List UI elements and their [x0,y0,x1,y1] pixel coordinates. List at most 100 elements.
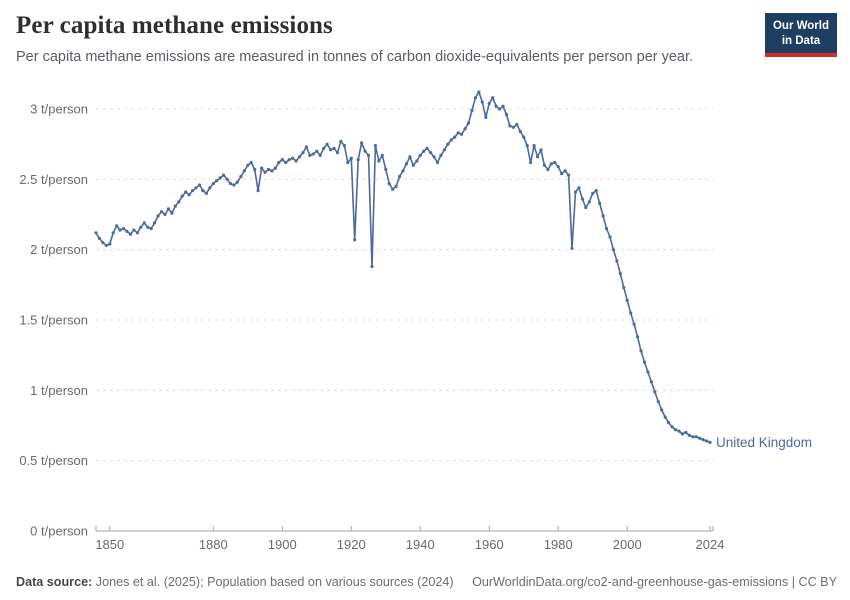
data-point [249,160,253,165]
data-point [632,322,636,326]
data-point [560,172,564,176]
y-tick-label: 0 t/person [30,524,88,539]
data-point [104,243,108,247]
data-point [360,141,364,145]
data-point [332,146,336,150]
x-tick-label: 1880 [199,537,228,552]
data-point [622,286,626,290]
data-point [184,190,188,194]
plot-hover-area[interactable] [96,85,713,531]
data-point [432,155,436,159]
data-point [691,435,695,439]
x-tick-label: 1940 [406,537,435,552]
x-tick-label: 1920 [337,537,366,552]
data-point [667,421,671,425]
data-point [439,153,443,157]
data-point [587,200,591,204]
page-title: Per capita methane emissions [16,12,333,39]
data-point [232,183,236,187]
data-point [380,153,384,157]
data-point [142,221,146,225]
data-point [260,166,264,170]
data-point [394,184,398,188]
owid-logo-line1: Our World [772,20,829,32]
y-tick-label: 1.5 t/person [19,313,88,328]
data-point [670,425,674,429]
data-point [111,231,115,235]
data-point [201,189,205,193]
data-source-text: Data source: Jones et al. (2025); Popula… [16,575,454,589]
data-point [270,169,274,173]
data-point [484,115,488,119]
data-point [567,173,571,177]
data-point [342,144,346,148]
data-point [518,129,522,134]
data-point [491,96,495,100]
data-point [584,205,588,210]
chart-footer: Data source: Jones et al. (2025); Popula… [16,575,837,589]
data-point [701,438,705,442]
data-point [373,144,377,148]
data-point [159,210,164,214]
data-point [649,380,654,384]
data-point [163,212,167,217]
series-end-label[interactable]: United Kingdom [716,435,812,450]
x-tick-label: 1980 [544,537,573,552]
data-point [411,163,415,167]
data-point [653,390,657,394]
data-point [470,108,474,112]
data-point [349,156,353,160]
data-point [408,155,412,159]
data-point [608,235,612,239]
data-point [280,158,284,162]
data-point [556,165,560,169]
data-point [418,153,422,157]
y-tick-label: 2.5 t/person [19,172,88,187]
data-point [425,146,429,150]
data-point [273,166,277,170]
data-point [335,151,340,155]
data-point [705,439,709,443]
y-tick-label: 3 t/person [30,102,88,117]
data-point [128,232,133,236]
data-point [684,430,688,435]
chart-subtitle: Per capita methane emissions are measure… [16,49,694,65]
data-point [673,428,678,432]
data-point [287,158,291,162]
data-point [487,101,491,105]
data-point [97,236,101,240]
data-point [515,122,519,127]
data-point [663,415,667,419]
data-point [529,160,533,165]
data-point [366,153,371,157]
data-point [180,194,184,198]
data-point [322,146,326,150]
data-point [480,100,484,104]
data-point [429,151,433,155]
data-point [598,201,602,205]
data-point [370,264,374,269]
data-point [553,160,557,165]
data-point [339,139,343,143]
data-point [194,186,198,190]
data-point [660,408,664,412]
data-point [435,160,440,165]
data-point [677,429,681,433]
data-point [446,142,450,146]
data-point [404,162,408,166]
owid-logo[interactable]: Our World in Data [765,13,837,57]
data-point [473,96,477,100]
data-point [680,432,685,436]
data-point [384,167,388,172]
data-point [239,174,243,179]
data-point [211,182,215,186]
owid-logo-line2: in Data [781,34,821,47]
data-point [504,113,509,117]
attribution-link[interactable]: OurWorldinData.org/co2-and-greenhouse-ga… [472,575,837,589]
x-tick-label: 2024 [696,537,725,552]
data-point [391,187,395,191]
data-point [611,248,616,252]
data-point [256,189,260,193]
data-point [577,186,581,190]
data-point [415,159,419,163]
